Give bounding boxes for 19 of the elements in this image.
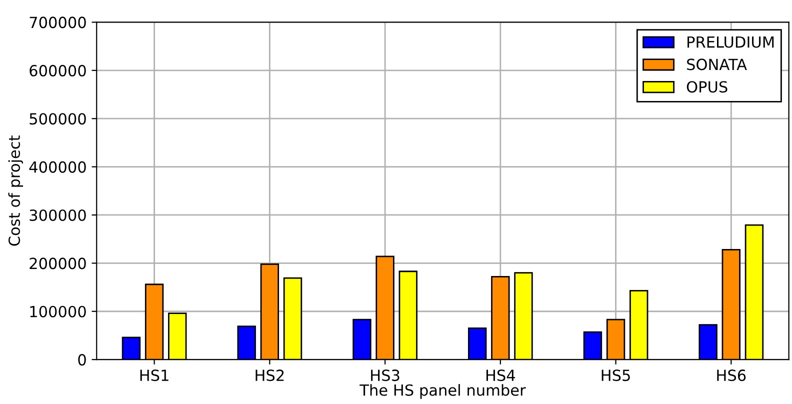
legend-label: OPUS <box>686 81 728 93</box>
y-tick-label: 500000 <box>30 113 86 125</box>
y-tick-label: 400000 <box>29 161 86 173</box>
x-axis-title: The HS panel number <box>360 384 526 399</box>
x-tick-label: HS4 <box>486 370 516 382</box>
y-tick-label: 0 <box>78 354 86 366</box>
x-tick-label: HS5 <box>602 370 630 382</box>
y-axis-title: Cost of project <box>8 136 24 246</box>
y-tick-label: 700000 <box>30 16 86 28</box>
x-tick-label: HS3 <box>371 370 400 382</box>
y-tick-label: 200000 <box>30 258 86 270</box>
legend-label: SONATA <box>687 58 747 70</box>
x-tick-label: HS6 <box>717 370 746 382</box>
legend-label: PRELUDIUM <box>688 36 774 48</box>
y-tick-label: 100000 <box>30 306 86 318</box>
x-tick-label: HS1 <box>140 370 168 382</box>
x-tick-label: HS2 <box>256 370 284 382</box>
y-tick-label: 300000 <box>30 209 86 222</box>
y-tick-label: 600000 <box>30 64 86 76</box>
